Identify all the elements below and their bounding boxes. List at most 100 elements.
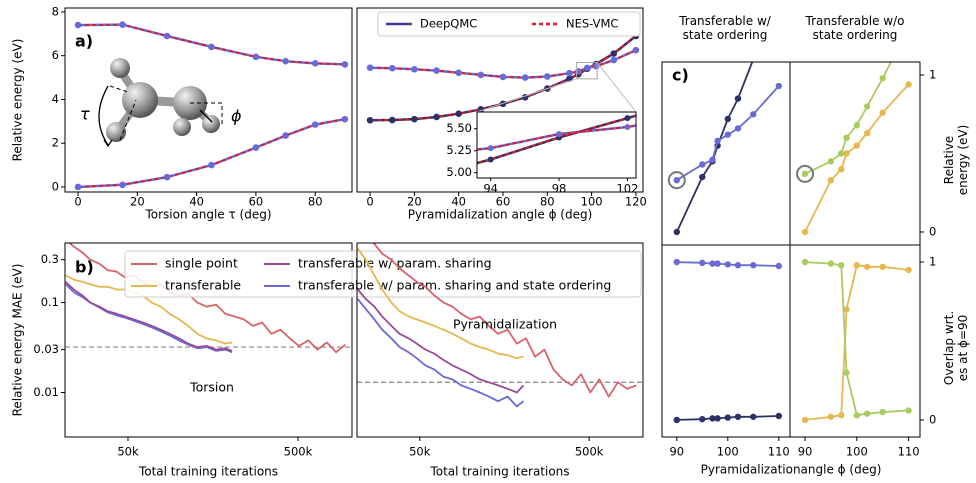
y-tick-label: 0 <box>929 412 936 426</box>
legend-box <box>377 11 641 37</box>
legend-label: single point <box>165 256 238 271</box>
marker <box>487 156 494 163</box>
annotation: ϕ <box>231 107 242 126</box>
marker <box>734 125 742 132</box>
marker <box>163 32 171 40</box>
x-tick-label: 0 <box>74 195 81 209</box>
y-tick-label: 0.1 <box>41 295 59 309</box>
x-tick-label: 50k <box>117 445 139 459</box>
line <box>357 288 525 394</box>
axes-frame <box>789 61 921 246</box>
legend-label: transferable <box>165 278 241 293</box>
line <box>357 247 524 360</box>
marker <box>248 165 254 171</box>
marker <box>724 414 731 421</box>
x-tick-label: 90 <box>669 445 684 459</box>
annotation: τ <box>80 105 90 124</box>
y-axis-label: Overlap wrt. es at ϕ=90 <box>942 310 970 386</box>
marker <box>74 183 82 191</box>
x-tick-label: 60 <box>249 195 264 209</box>
x-tick-label: 102 <box>616 182 638 196</box>
x-tick-label: 20 <box>130 195 145 209</box>
line <box>477 124 636 151</box>
marker <box>853 122 861 129</box>
axes-frame <box>356 242 644 438</box>
marker <box>905 266 912 274</box>
marker <box>487 145 494 152</box>
x-tick-label: 40 <box>189 195 204 209</box>
marker <box>932 60 938 66</box>
zoom-connector <box>596 62 637 113</box>
legend-box <box>124 250 642 298</box>
marker <box>119 181 126 189</box>
marker <box>724 261 731 268</box>
molecule <box>98 58 223 148</box>
marker <box>709 156 716 163</box>
x-tick-label: 90 <box>798 445 813 459</box>
line <box>804 261 909 417</box>
y-tick-label: 0.3 <box>41 252 59 266</box>
marker <box>252 53 260 61</box>
y-tick-label: 5.25 <box>446 143 472 157</box>
marker <box>433 67 440 74</box>
marker <box>827 260 835 267</box>
marker <box>208 43 215 51</box>
marker <box>853 262 861 269</box>
marker <box>932 3 938 9</box>
marker <box>863 103 871 110</box>
marker <box>419 174 425 180</box>
marker <box>610 50 618 57</box>
marker <box>282 57 289 65</box>
marker <box>411 115 418 123</box>
marker <box>838 412 845 419</box>
x-tick-label: 120 <box>625 195 647 209</box>
marker <box>838 150 845 157</box>
marker <box>863 263 871 270</box>
marker <box>311 60 319 67</box>
marker <box>714 260 721 267</box>
highlight-ring <box>667 171 686 190</box>
marker <box>419 152 425 158</box>
x-axis-label: Pyramidalization angle ϕ (deg) <box>408 208 593 222</box>
marker <box>208 161 215 169</box>
marker <box>388 64 396 72</box>
inset-frame <box>476 111 637 179</box>
marker <box>775 262 782 270</box>
x-tick-label: 60 <box>496 195 511 209</box>
legend-label: NES-VMC <box>566 17 618 31</box>
axes-frame <box>789 244 921 438</box>
line <box>65 274 233 345</box>
marker <box>673 176 680 184</box>
marker <box>543 73 551 80</box>
y-tick-label: 4 <box>52 92 59 106</box>
legend-label: transferable w/ param. sharing and state… <box>298 278 611 293</box>
x-tick-label: 100 <box>717 445 739 459</box>
x-tick-label: 110 <box>898 445 920 459</box>
axes-frame <box>64 7 353 193</box>
y-tick-label: 6 <box>52 48 59 62</box>
y-tick-label: 0 <box>929 224 936 238</box>
marker <box>632 46 640 54</box>
marker <box>673 228 680 236</box>
panel-label: b) <box>75 258 94 277</box>
y-axis-label: Relative energy (eV) <box>11 39 25 162</box>
marker <box>853 412 861 419</box>
line <box>804 83 910 233</box>
annotation: Torsion <box>189 380 234 395</box>
axes-frame <box>64 242 353 438</box>
panel-label: c) <box>672 66 689 85</box>
marker <box>341 61 349 68</box>
x-axis-label: Torsion angle τ (deg) <box>144 208 271 222</box>
marker <box>879 74 886 82</box>
marker <box>761 73 767 79</box>
marker <box>282 132 289 139</box>
marker <box>843 134 850 142</box>
x-tick-label: 100 <box>846 445 868 459</box>
line <box>357 298 525 408</box>
marker <box>455 69 462 77</box>
y-tick-label: 8 <box>52 4 59 18</box>
marker <box>905 81 912 88</box>
marker <box>775 82 782 90</box>
marker <box>838 262 845 269</box>
marker <box>699 259 706 267</box>
